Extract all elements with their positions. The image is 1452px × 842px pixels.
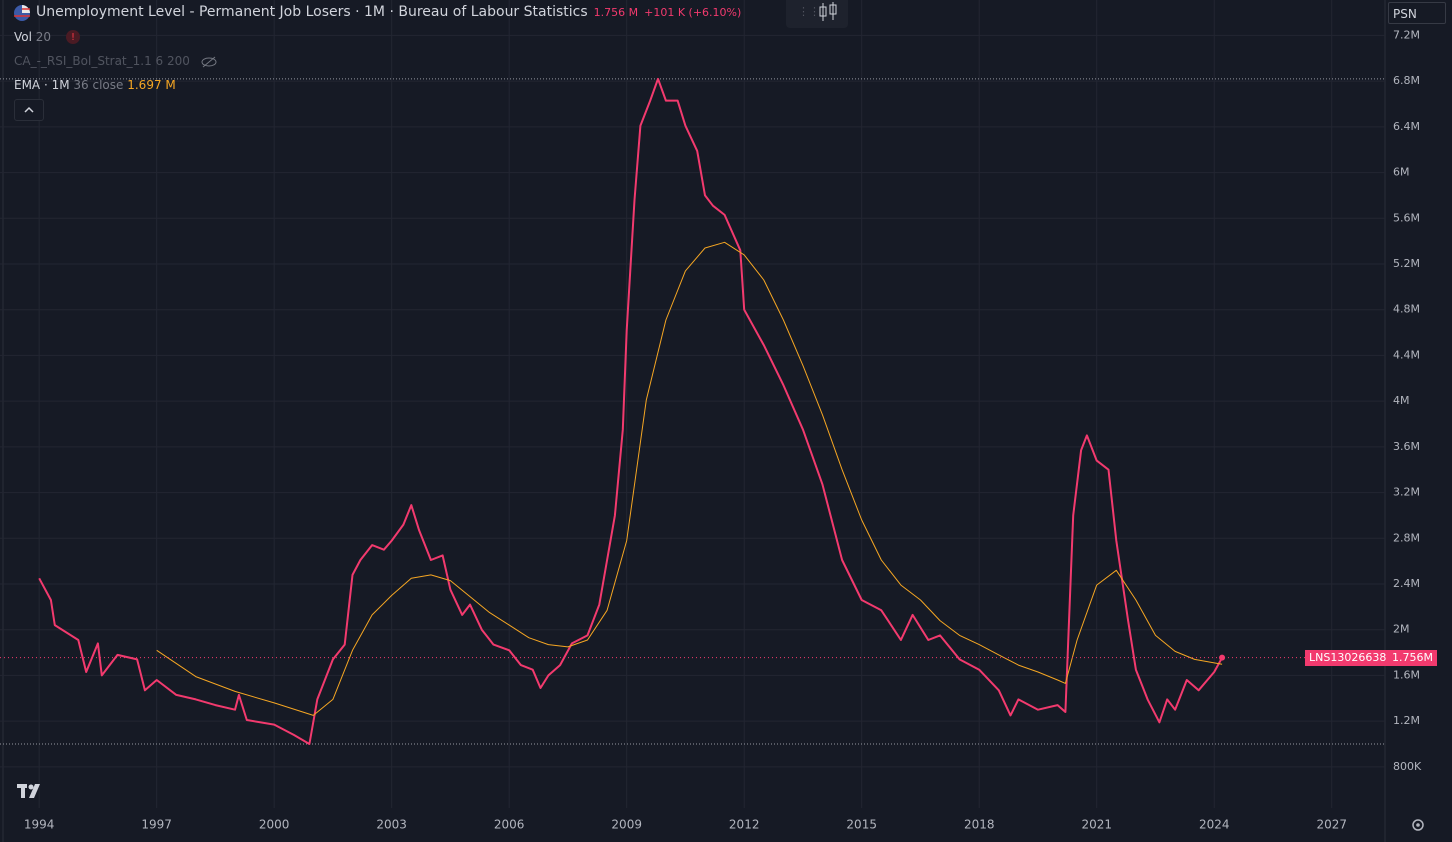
change: +101 K (+6.10%): [644, 6, 742, 19]
y-tick-label: 1.2M: [1393, 714, 1420, 727]
vol-legend: Vol 20: [14, 30, 51, 44]
warning-icon[interactable]: [66, 30, 80, 44]
collapse-button[interactable]: [14, 99, 44, 121]
plot: [0, 77, 1385, 745]
y-tick-label: 2.4M: [1393, 577, 1420, 590]
x-tick-label: 2009: [611, 818, 642, 832]
symbol-box[interactable]: PSN: [1388, 2, 1446, 24]
settings-icon-dot: [1416, 823, 1420, 827]
y-tick-label: 1.6M: [1393, 668, 1420, 681]
title-row: Unemployment Level - Permanent Job Loser…: [36, 4, 741, 20]
y-tick-label: 6.4M: [1393, 120, 1420, 133]
price-label: 1.756M: [1388, 650, 1437, 666]
y-tick-label: 2M: [1393, 623, 1410, 636]
y-tick-label: 4M: [1393, 394, 1410, 407]
ema-legend: EMA · 1M 36 close 1.697 M: [14, 78, 176, 92]
ema-params: 36 close: [73, 78, 124, 92]
y-tick-label: 6M: [1393, 166, 1410, 179]
x-tick-label: 1994: [24, 818, 55, 832]
warning-mark: !: [71, 32, 75, 43]
x-tick-label: 2012: [729, 818, 760, 832]
x-tick-label: 2018: [964, 818, 995, 832]
series-line: [38, 77, 1223, 745]
grid: [0, 0, 1385, 808]
chevron: [24, 106, 34, 113]
x-tick-label: 1997: [141, 818, 172, 832]
y-tick-label: 5.6M: [1393, 211, 1420, 224]
settings-icon[interactable]: [1412, 819, 1424, 831]
y-tick-label: 2.8M: [1393, 531, 1420, 544]
x-tick-label: 2000: [259, 818, 290, 832]
last-value: 1.756 M: [593, 6, 639, 19]
y-tick-label: 7.2M: [1393, 28, 1420, 41]
drag-handle: ⋮⋮: [798, 5, 820, 18]
hidden-icon[interactable]: [200, 56, 218, 68]
indicator-name: CA_-_RSI_Bol_Strat_1.1 6 200: [14, 54, 190, 68]
y-tick-label: 4.4M: [1393, 348, 1420, 361]
x-tick-label: 2027: [1316, 818, 1347, 832]
x-tick-label: 2015: [846, 818, 877, 832]
x-tick-label: 2021: [1081, 818, 1112, 832]
last-point: [1219, 654, 1226, 661]
x-tick-label: 2024: [1199, 818, 1230, 832]
x-tick-label: 2003: [376, 818, 407, 832]
ema-value: 1.697 M: [127, 78, 176, 92]
y-tick-label: 4.8M: [1393, 303, 1420, 316]
indicator-legend: CA_-_RSI_Bol_Strat_1.1 6 200: [14, 54, 218, 68]
x-tick-label: 2006: [494, 818, 525, 832]
y-tick-label: 800K: [1393, 760, 1422, 773]
series-line: [156, 241, 1223, 716]
vol-name: Vol: [14, 30, 32, 44]
y-tick-label: 5.2M: [1393, 257, 1420, 270]
y-tick-label: 3.2M: [1393, 486, 1420, 499]
toolbar[interactable]: [786, 0, 848, 28]
logo[interactable]: [17, 784, 40, 798]
vol-length: 20: [35, 30, 52, 44]
symbol-label: LNS13026638: [1305, 650, 1391, 666]
y-tick-label: 6.8M: [1393, 74, 1420, 87]
y-tick-label: 3.6M: [1393, 440, 1420, 453]
ema-name: EMA · 1M: [14, 78, 70, 92]
chart-title: Unemployment Level - Permanent Job Loser…: [36, 4, 588, 20]
candle-icon[interactable]: [819, 2, 837, 21]
